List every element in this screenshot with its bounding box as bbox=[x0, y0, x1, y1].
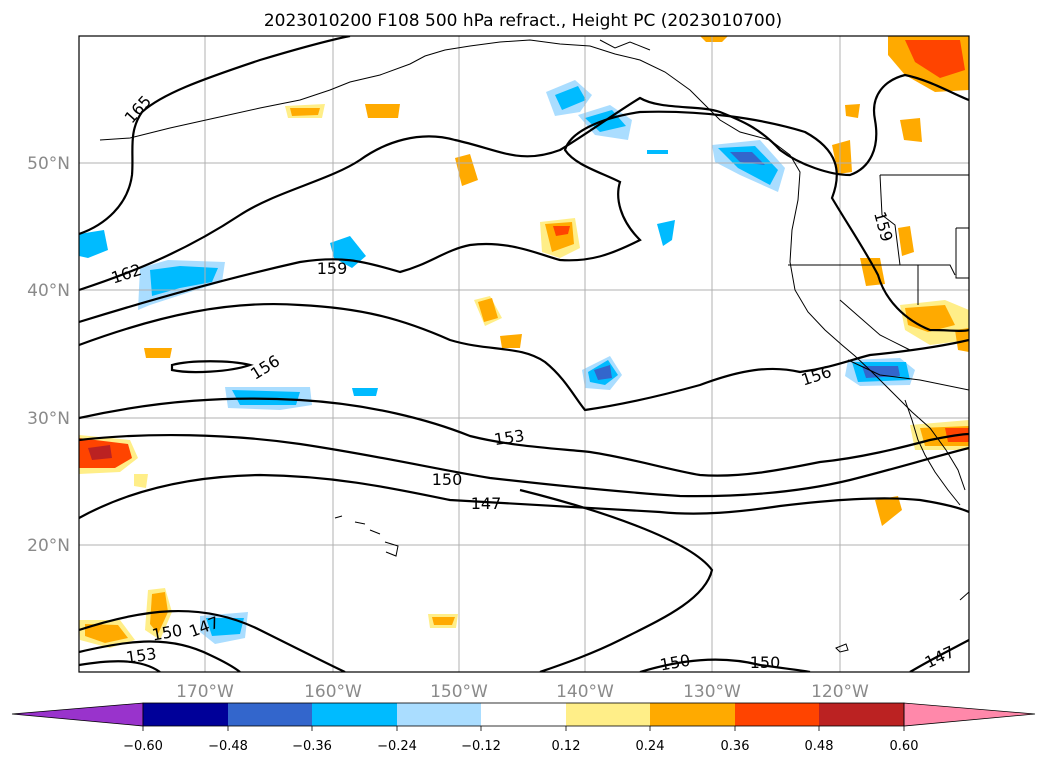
contour-label: 150 bbox=[432, 470, 463, 489]
anomaly-negative-region bbox=[647, 150, 668, 154]
anomaly-positive-region bbox=[955, 328, 969, 352]
anomaly-negative-core bbox=[206, 618, 244, 636]
latitude-labels: 50°N 40°N 30°N 20°N bbox=[27, 154, 70, 556]
colorbar-segment bbox=[481, 703, 566, 726]
contour-label: 150 bbox=[658, 651, 691, 675]
contour-label: 153 bbox=[125, 644, 158, 667]
contour-label: 147 bbox=[471, 494, 502, 513]
anomaly-positive-core bbox=[905, 305, 955, 332]
height-contours bbox=[79, 36, 969, 672]
lat-label-20n: 20°N bbox=[27, 536, 70, 556]
anomaly-negative-core bbox=[150, 266, 218, 296]
anomaly-positive-region bbox=[134, 474, 148, 488]
anomaly-positive-region bbox=[700, 36, 728, 42]
longitude-labels: 170°W 160°W 150°W 140°W 130°W 120°W bbox=[176, 682, 869, 702]
contour-165 bbox=[79, 36, 351, 236]
lon-label-160w: 160°W bbox=[304, 682, 362, 702]
lat-label-30n: 30°N bbox=[27, 409, 70, 429]
lat-label-40n: 40°N bbox=[27, 281, 70, 301]
anomaly-negative-core bbox=[862, 366, 900, 378]
map-frame bbox=[78, 35, 970, 673]
anomaly-negative-core bbox=[594, 365, 612, 380]
contour-159 bbox=[79, 110, 969, 332]
anomaly-negative-core bbox=[232, 390, 300, 405]
lon-label-150w: 150°W bbox=[430, 682, 488, 702]
anomaly-positive-core bbox=[478, 298, 498, 322]
map-title: 2023010200 F108 500 hPa refract., Height… bbox=[264, 11, 782, 31]
anomaly-positive-core bbox=[553, 226, 570, 236]
anomaly-positive-region bbox=[832, 140, 852, 174]
colorbar-extend-low bbox=[11, 702, 144, 727]
contour-sw-3 bbox=[79, 660, 161, 672]
colorbar-segment bbox=[228, 703, 312, 726]
anomaly-positive-core bbox=[905, 40, 965, 78]
colorbar-segment bbox=[397, 703, 481, 726]
colorbar-tick-label: 0.36 bbox=[721, 739, 750, 754]
colorbar-tick-label: −0.36 bbox=[292, 739, 332, 754]
anomaly-positive-region bbox=[500, 334, 522, 348]
contour-label: 159 bbox=[317, 259, 348, 278]
contour-label: 153 bbox=[493, 426, 526, 449]
contour-156-loop bbox=[170, 360, 254, 374]
contour-label: 150 bbox=[750, 653, 781, 672]
anomaly-positive-region bbox=[365, 104, 400, 118]
lon-label-170w: 170°W bbox=[176, 682, 234, 702]
anomaly-negative-region bbox=[657, 220, 675, 246]
contour-156 bbox=[79, 302, 969, 412]
anomaly-positive-core bbox=[85, 624, 128, 643]
colorbar: −0.60 −0.48 −0.36 −0.24 −0.12 0.12 0.24 … bbox=[11, 702, 1036, 754]
anomaly-negative-region bbox=[79, 230, 108, 258]
contour-se bbox=[909, 639, 969, 672]
colorbar-tick-label: −0.24 bbox=[377, 739, 417, 754]
contour-150 bbox=[79, 433, 969, 498]
anomaly-positive-region bbox=[898, 226, 914, 256]
colorbar-tick-label: 0.24 bbox=[636, 739, 665, 754]
anomaly-positive-region bbox=[900, 118, 922, 142]
anomaly-positive-core bbox=[88, 445, 112, 460]
colorbar-segment bbox=[735, 703, 819, 726]
contour-sse bbox=[639, 658, 811, 672]
anomaly-negative-core bbox=[718, 146, 778, 185]
anomaly-positive-region bbox=[144, 348, 172, 358]
map-background bbox=[79, 36, 969, 672]
map-panel: 165 162 159 156 153 150 147 156 159 150 … bbox=[27, 35, 970, 702]
contour-153 bbox=[79, 397, 969, 477]
colorbar-segment bbox=[312, 703, 397, 726]
anomaly-positive-core bbox=[432, 617, 455, 625]
anomaly-negative-region bbox=[352, 388, 378, 396]
anomaly-positive-core bbox=[290, 108, 320, 116]
anomaly-positive-region bbox=[845, 104, 860, 118]
contour-162 bbox=[79, 73, 969, 292]
anomaly-negative-core bbox=[555, 86, 586, 110]
colorbar-extend-high bbox=[903, 702, 1036, 727]
colorbar-tick-label: −0.48 bbox=[208, 739, 248, 754]
colorbar-tick-label: 0.60 bbox=[890, 739, 919, 754]
colorbar-segment bbox=[143, 703, 228, 726]
colorbar-segment bbox=[566, 703, 650, 726]
anomaly-negative-core bbox=[730, 152, 765, 165]
colorbar-segment bbox=[650, 703, 735, 726]
contour-sw bbox=[79, 610, 346, 672]
contour-150-south bbox=[519, 488, 714, 672]
contour-147 bbox=[79, 473, 969, 519]
colorbar-tick-label: 0.48 bbox=[805, 739, 834, 754]
colorbar-tick-label: −0.12 bbox=[461, 739, 501, 754]
colorbar-tick-label: −0.60 bbox=[123, 739, 163, 754]
lat-label-50n: 50°N bbox=[27, 154, 70, 174]
lon-label-130w: 130°W bbox=[683, 682, 741, 702]
contour-sw-2 bbox=[79, 640, 241, 672]
colorbar-ticks bbox=[142, 726, 905, 731]
colorbar-frame bbox=[142, 702, 905, 727]
lon-label-140w: 140°W bbox=[556, 682, 614, 702]
colorbar-tick-label: 0.12 bbox=[552, 739, 581, 754]
colorbar-segment bbox=[819, 703, 904, 726]
anomaly-positive-region bbox=[455, 154, 478, 186]
lon-label-120w: 120°W bbox=[811, 682, 869, 702]
anomaly-positive-region bbox=[875, 496, 902, 526]
